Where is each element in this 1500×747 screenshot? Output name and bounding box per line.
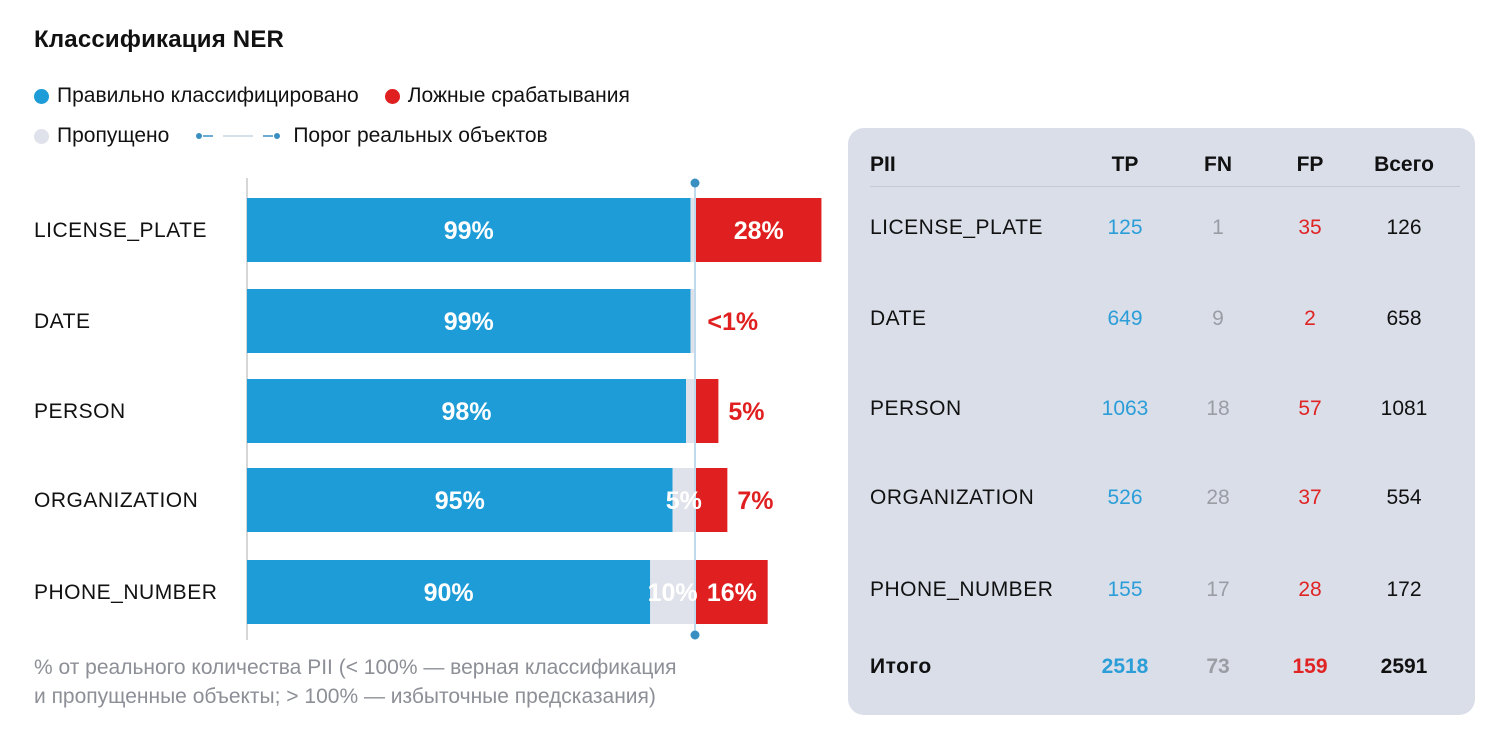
category-label-date: DATE bbox=[34, 310, 90, 333]
table-row-label-date: DATE bbox=[870, 307, 927, 330]
label-false-positive-organization: 7% bbox=[737, 487, 773, 515]
table-cell-tp-organization: 526 bbox=[1107, 486, 1143, 509]
table-cell-total-license-plate: 126 bbox=[1386, 216, 1422, 239]
table-cell-tp-date: 649 bbox=[1107, 307, 1143, 330]
label-missed-phone-number: 10% bbox=[648, 579, 698, 607]
legend-item-missed: Пропущено bbox=[34, 124, 169, 148]
legend-label-missed: Пропущено bbox=[57, 124, 170, 147]
category-label-organization: ORGANIZATION bbox=[34, 489, 198, 512]
bar-false-positive-license-plate bbox=[696, 198, 822, 262]
legend-label-correct: Правильно классифицировано bbox=[57, 84, 359, 107]
category-label-phone-number: PHONE_NUMBER bbox=[34, 581, 217, 604]
table-row-label-license-plate: LICENSE_PLATE bbox=[870, 216, 1044, 239]
bar-false-positive-organization bbox=[696, 468, 728, 532]
header-fn: FN bbox=[1204, 153, 1232, 176]
table-total-label: Итого bbox=[870, 655, 932, 678]
bar-missed-phone-number bbox=[650, 560, 694, 624]
header-fp: FP bbox=[1296, 153, 1324, 176]
table-cell-fn-license-plate: 1 bbox=[1212, 216, 1224, 239]
table-cell-fp-license-plate: 35 bbox=[1298, 216, 1322, 239]
table-cell-fn-person: 18 bbox=[1206, 397, 1230, 420]
label-false-positive-person: 5% bbox=[728, 398, 764, 426]
table-cell-fn-date: 9 bbox=[1212, 307, 1224, 330]
table-cell-fn-organization: 28 bbox=[1206, 486, 1230, 509]
label-false-positive-date: <1% bbox=[707, 308, 758, 336]
label-false-positive-phone-number: 16% bbox=[707, 579, 757, 607]
bar-correct-date bbox=[247, 289, 691, 353]
table-cell-total-date: 658 bbox=[1386, 307, 1422, 330]
table-cell-fp-phone-number: 28 bbox=[1298, 578, 1322, 601]
header-total: Всего bbox=[1374, 153, 1434, 176]
table-cell-total-person: 1081 bbox=[1380, 397, 1428, 420]
table-total-tp: 2518 bbox=[1101, 655, 1149, 678]
bar-missed-organization bbox=[672, 468, 694, 532]
legend-label-false-positive: Ложные срабатывания bbox=[407, 84, 630, 107]
legend-swatch-threshold bbox=[196, 133, 281, 139]
legend-item-threshold: Порог реальных объектов bbox=[195, 124, 548, 148]
bar-missed-date bbox=[690, 289, 694, 353]
bar-chart: LICENSE_PLATE 99% 28% DATE 99% <1% PERSON 98% 5%… bbox=[34, 178, 822, 640]
bar-correct-person bbox=[247, 379, 687, 443]
legend-row-1: Правильно классифицировано Ложные срабат… bbox=[34, 84, 656, 108]
bar-correct-phone-number bbox=[247, 560, 651, 624]
table-cell-fp-organization: 37 bbox=[1298, 486, 1322, 509]
legend-item-correct: Правильно классифицировано bbox=[34, 84, 359, 108]
legend-swatch-missed bbox=[34, 128, 49, 144]
bar-correct-license-plate bbox=[247, 198, 691, 262]
chart-title: Классификация NER bbox=[34, 26, 285, 53]
table-total-fn: 73 bbox=[1206, 655, 1230, 678]
footnote: % от реального количества PII (< 100% — … bbox=[34, 653, 794, 711]
label-missed-organization: 5% bbox=[666, 487, 702, 515]
header-tp: TP bbox=[1111, 153, 1139, 176]
legend-item-false-positive: Ложные срабатывания bbox=[384, 84, 630, 108]
table-row-label-organization: ORGANIZATION bbox=[870, 486, 1035, 509]
table-total-fp: 159 bbox=[1292, 655, 1328, 678]
threshold-marker-top bbox=[690, 178, 700, 188]
legend-swatch-correct bbox=[34, 88, 49, 104]
legend-swatch-false-positive bbox=[384, 88, 400, 104]
table-cell-tp-license-plate: 125 bbox=[1107, 216, 1143, 239]
label-correct-person: 98% bbox=[441, 398, 491, 426]
table-cell-fn-phone-number: 17 bbox=[1206, 578, 1230, 601]
table-cell-tp-phone-number: 155 bbox=[1107, 578, 1143, 601]
legend-label-threshold: Порог реальных объектов bbox=[293, 124, 548, 147]
bar-missed-license-plate bbox=[690, 198, 694, 262]
table-cell-tp-person: 1063 bbox=[1101, 397, 1149, 420]
footnote-line-2: и пропущенные объекты; > 100% — избыточн… bbox=[34, 685, 656, 708]
legend-row-2: Пропущено Порог реальных объектов bbox=[34, 124, 574, 148]
bar-correct-organization bbox=[247, 468, 673, 532]
table-cell-total-phone-number: 172 bbox=[1386, 578, 1422, 601]
header-pii: PII bbox=[870, 153, 896, 176]
label-correct-date: 99% bbox=[444, 308, 494, 336]
label-correct-phone-number: 90% bbox=[424, 579, 474, 607]
table-row-label-phone-number: PHONE_NUMBER bbox=[870, 578, 1054, 601]
table-cell-fp-date: 2 bbox=[1304, 307, 1316, 330]
footnote-line-1: % от реального количества PII (< 100% — … bbox=[34, 656, 677, 679]
table-header: PII TP FN FP Всего bbox=[870, 150, 1460, 187]
table-total-total: 2591 bbox=[1380, 655, 1428, 678]
category-label-person: PERSON bbox=[34, 400, 126, 423]
label-correct-organization: 95% bbox=[435, 487, 485, 515]
bar-false-positive-phone-number bbox=[696, 560, 768, 624]
label-correct-license-plate: 99% bbox=[444, 217, 494, 245]
table-row-label-person: PERSON bbox=[870, 397, 962, 420]
label-false-positive-license-plate: 28% bbox=[734, 217, 784, 245]
bar-false-positive-person bbox=[696, 379, 719, 443]
threshold-marker-bottom bbox=[690, 630, 700, 640]
category-label-license-plate: LICENSE_PLATE bbox=[34, 219, 207, 242]
bar-missed-person bbox=[686, 379, 694, 443]
table-cell-fp-person: 57 bbox=[1298, 397, 1322, 420]
stats-table-panel bbox=[848, 128, 1475, 715]
table-cell-total-organization: 554 bbox=[1386, 486, 1422, 509]
